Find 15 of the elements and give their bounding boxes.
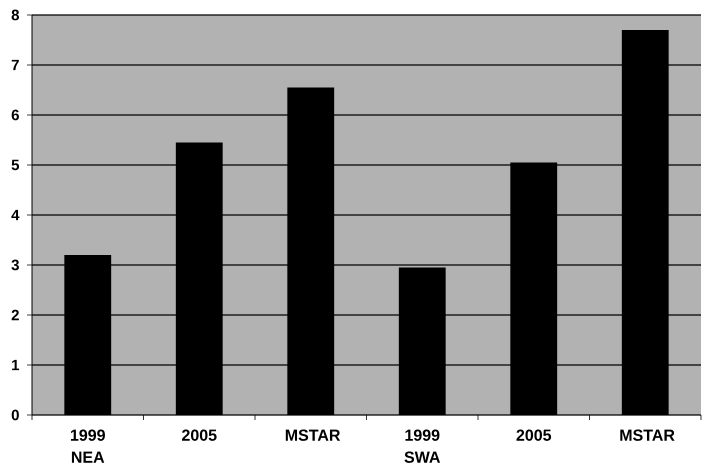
- y-tick-label: 2: [12, 310, 19, 320]
- x-tick-label: 2005: [516, 430, 552, 441]
- y-tick-label: 4: [11, 210, 20, 220]
- x-tick-label: 2005: [182, 430, 217, 441]
- x-tick-label: 1999 NEA: [70, 430, 105, 463]
- x-tick-label: MSTAR: [620, 430, 675, 441]
- y-tick-label: 0: [12, 410, 19, 420]
- x-tick-label: MSTAR: [286, 430, 340, 441]
- y-tick-label: 6: [12, 110, 19, 120]
- y-tick-label: 3: [11, 260, 19, 270]
- y-tick-label: 5: [12, 160, 20, 170]
- y-tick-label: 7: [12, 60, 19, 70]
- x-tick-label: 1999 SWA: [404, 430, 440, 463]
- y-tick-label: 1: [12, 360, 20, 370]
- y-tick-label: 8: [12, 10, 20, 20]
